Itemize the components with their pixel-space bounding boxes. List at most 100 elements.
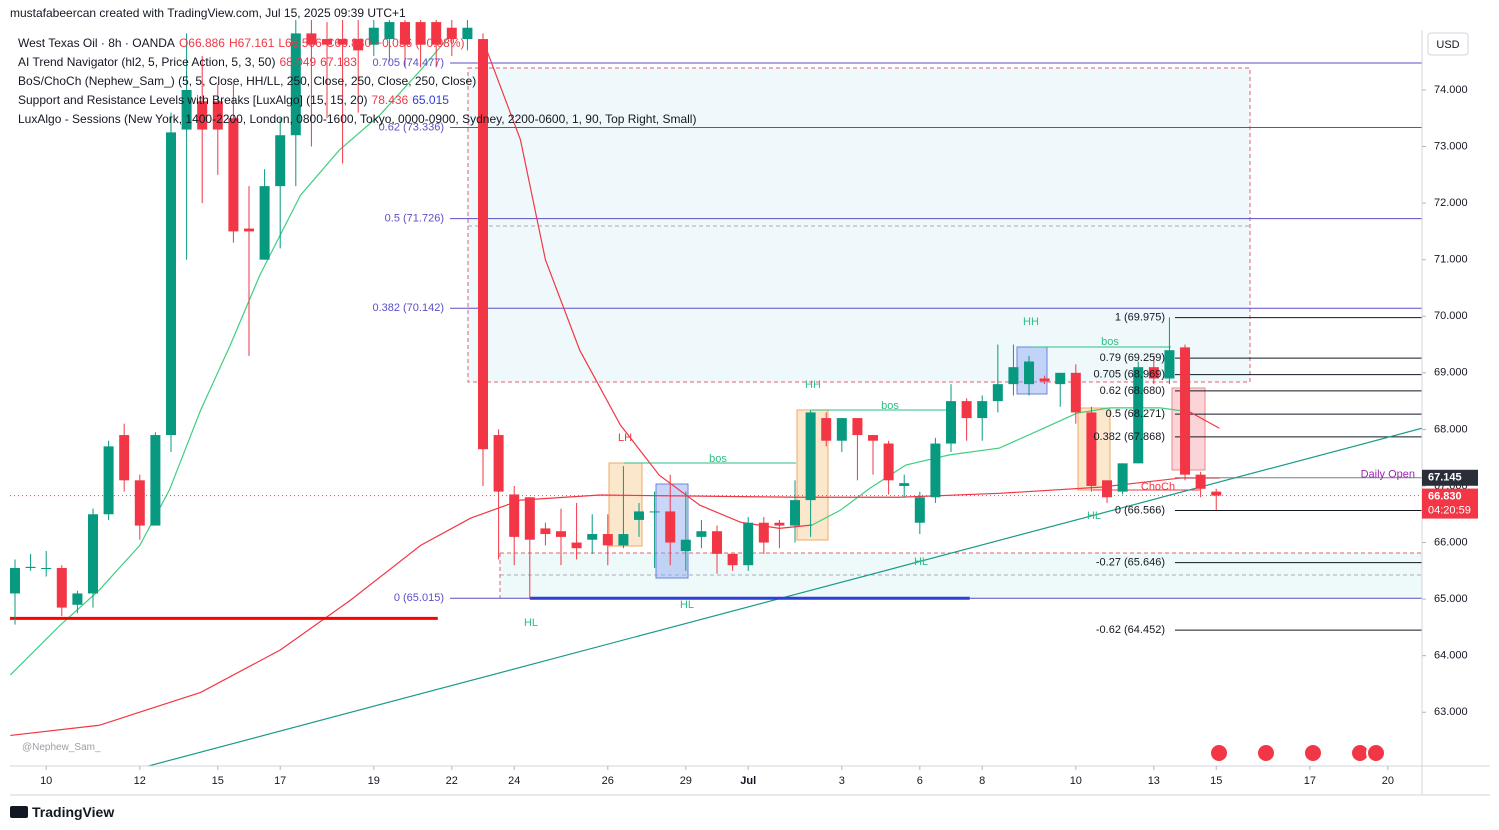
x-tick-label: 8 bbox=[979, 775, 985, 787]
candle-body bbox=[883, 443, 894, 481]
legend-value: 68.049 bbox=[279, 55, 317, 69]
candle-body bbox=[1117, 463, 1128, 492]
watermark: @Nephew_Sam_ bbox=[22, 742, 101, 753]
candle-body bbox=[290, 33, 301, 136]
annotation: ChoCh bbox=[1141, 481, 1175, 493]
fib-label: 0.5 (68.271) bbox=[1106, 408, 1165, 420]
candle-body bbox=[165, 132, 176, 436]
candle-body bbox=[72, 593, 83, 605]
price-tag bbox=[1422, 488, 1478, 519]
zones bbox=[467, 67, 1422, 598]
candle-body bbox=[540, 528, 551, 535]
candle-body bbox=[306, 33, 317, 45]
candle-body bbox=[696, 531, 707, 537]
fib-label: 0.62 (73.336) bbox=[379, 121, 444, 133]
candle-body bbox=[556, 531, 567, 537]
candle-body bbox=[431, 22, 442, 45]
candle-body bbox=[727, 553, 738, 566]
axes: USD 74.000 73.000 72.000 71.000 70.000 69.000… bbox=[10, 30, 1490, 796]
candle-body bbox=[914, 497, 925, 523]
footer: TradingView bbox=[32, 804, 115, 820]
candle-body bbox=[930, 443, 941, 498]
event-icon[interactable] bbox=[1209, 743, 1229, 763]
event-icon[interactable] bbox=[1366, 743, 1386, 763]
currency[interactable]: USD bbox=[1436, 39, 1459, 51]
annotation: HL bbox=[524, 617, 538, 629]
x-tick-label: 20 bbox=[1382, 775, 1394, 787]
price-tag bbox=[1422, 469, 1478, 486]
event-icon[interactable] bbox=[1256, 743, 1276, 763]
candle-body bbox=[228, 118, 239, 232]
logo bbox=[10, 806, 28, 818]
candle-body bbox=[587, 534, 598, 540]
candle-body bbox=[1039, 378, 1050, 382]
candle-body bbox=[1024, 361, 1035, 385]
x-tick-label: 19 bbox=[368, 775, 380, 787]
candle-body bbox=[634, 511, 645, 520]
fib-label: 0.5 (71.726) bbox=[385, 213, 444, 225]
fib-label: -0.27 (65.646) bbox=[1096, 556, 1165, 568]
legend-row[interactable]: Support and Resistance Levels with Break… bbox=[18, 91, 696, 110]
countdown: 04:20:59 bbox=[1428, 504, 1471, 516]
legend-row[interactable]: BoS/ChoCh (Nephew_Sam_) (5, 5, Close, HH… bbox=[18, 72, 696, 91]
x-tick-label: 26 bbox=[602, 775, 614, 787]
y-tick-label: 69.000 bbox=[1434, 367, 1468, 379]
candle-body bbox=[1148, 367, 1159, 379]
indicator-line bbox=[10, 477, 1220, 737]
annotation: HH bbox=[805, 379, 821, 391]
y-tick-label: 64.000 bbox=[1434, 650, 1468, 662]
y-tick-label: 72.000 bbox=[1434, 197, 1468, 209]
candle-body bbox=[368, 27, 379, 45]
candle-body bbox=[322, 39, 333, 45]
annotation: bos bbox=[1101, 336, 1119, 348]
candle-body bbox=[384, 22, 395, 40]
legend-text: LuxAlgo - Sessions (New York, 1400-2200,… bbox=[18, 112, 697, 126]
candle-body bbox=[712, 531, 723, 554]
plot bbox=[10, 20, 1422, 766]
candle-body bbox=[134, 480, 145, 526]
fib-label: 0.382 (70.142) bbox=[372, 302, 444, 314]
legend-row[interactable]: LuxAlgo - Sessions (New York, 1400-2200,… bbox=[18, 110, 696, 129]
legend-text: Support and Resistance Levels with Break… bbox=[18, 93, 368, 107]
daily-open-label: Daily Open bbox=[1361, 469, 1415, 481]
x-tick-label: 6 bbox=[917, 775, 923, 787]
fib-zone bbox=[467, 67, 1251, 383]
x-tick-label: 13 bbox=[1148, 775, 1160, 787]
annotations: LH HH HH HL HL HL HL bos bos bos ChoCh bbox=[524, 316, 1175, 629]
legend-value: H67.161 bbox=[228, 36, 275, 50]
y-tick-label: 63.000 bbox=[1434, 706, 1468, 718]
candle-body bbox=[524, 497, 535, 540]
candle-body bbox=[1070, 372, 1081, 413]
candle-body bbox=[1195, 474, 1206, 489]
x-tick-label: 29 bbox=[680, 775, 692, 787]
candle-body bbox=[805, 412, 816, 501]
candle-body bbox=[1008, 367, 1019, 385]
candle-body bbox=[649, 511, 660, 513]
fib-label: -0.62 (64.452) bbox=[1096, 624, 1165, 636]
candle-body bbox=[493, 435, 504, 492]
candle-body bbox=[41, 567, 52, 569]
legend-value: O66.886 bbox=[178, 36, 225, 50]
annotation: HL bbox=[680, 599, 694, 611]
legend-value: C66.830 bbox=[325, 36, 372, 50]
candle-body bbox=[509, 494, 520, 537]
fib-label: 0.705 (74.477) bbox=[372, 57, 444, 69]
legend-row[interactable]: AI Trend Navigator (hl2, 5, Price Action… bbox=[18, 53, 696, 72]
x-tick-label: 10 bbox=[1070, 775, 1082, 787]
candle-body bbox=[836, 418, 847, 441]
candle-body bbox=[743, 522, 754, 566]
candle-body bbox=[56, 567, 67, 608]
legend-value: 67.183 bbox=[320, 55, 357, 69]
candle-body bbox=[868, 435, 879, 441]
x-tick-label: 15 bbox=[1210, 775, 1222, 787]
legend-row[interactable]: West Texas Oil · 8h · OANDA O66.886 H67.16… bbox=[18, 34, 696, 53]
candle-body bbox=[821, 418, 832, 441]
currency-button[interactable] bbox=[1427, 32, 1469, 56]
candle-body bbox=[1211, 491, 1222, 496]
candle-body bbox=[790, 500, 801, 526]
event-icon[interactable] bbox=[1303, 743, 1323, 763]
indicator-line bbox=[10, 34, 451, 676]
fib-label: 0.705 (68.969) bbox=[1093, 368, 1165, 380]
